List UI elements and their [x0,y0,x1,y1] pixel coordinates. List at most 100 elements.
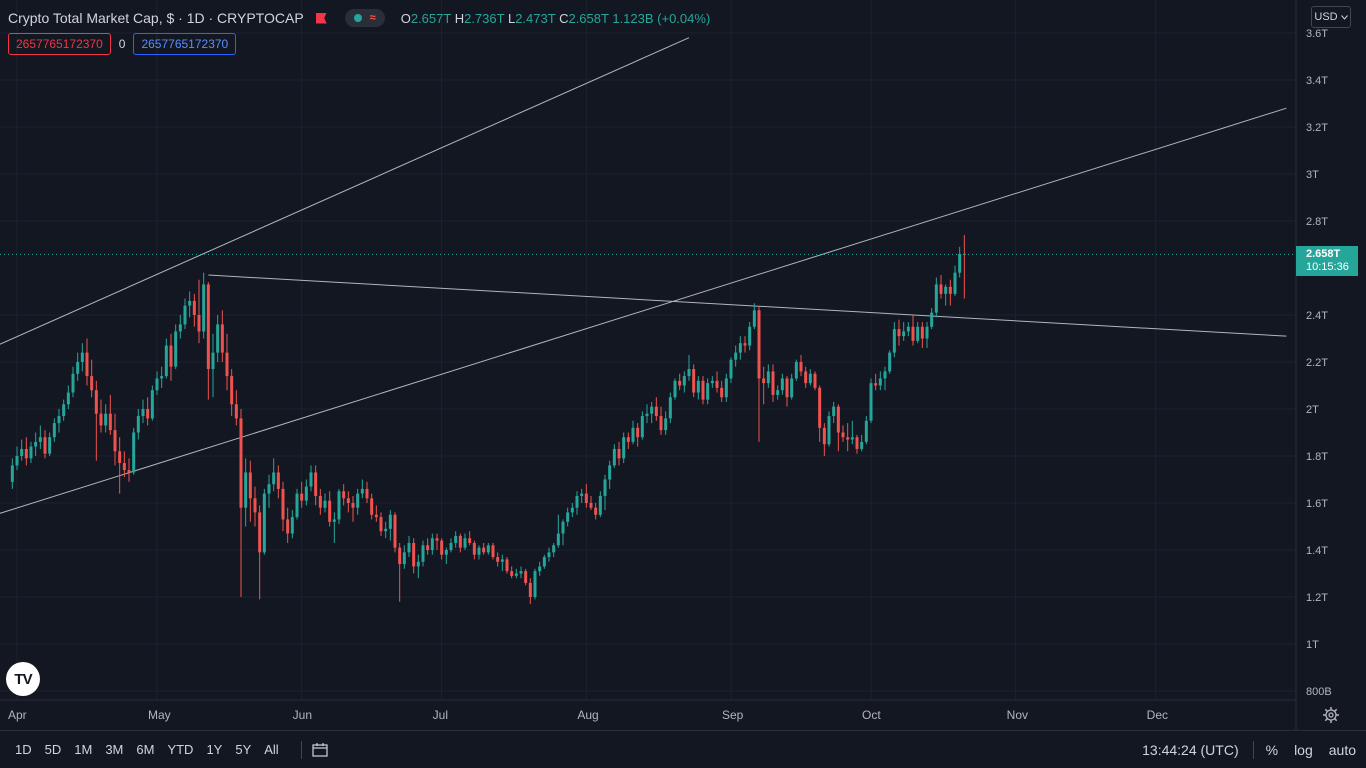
candle-body [57,416,61,424]
time-axis[interactable]: Apr May Jun Jul Aug Sep Oct Nov Dec [8,708,1168,722]
indicator-box-left[interactable]: 2657765172370 [8,33,111,55]
candle-body [743,343,747,346]
candle [178,315,182,339]
candle [617,441,621,466]
trendlines[interactable] [0,37,1287,536]
calendar-range-icon[interactable] [312,742,328,757]
range-5d[interactable]: 5D [44,742,62,757]
range-6m[interactable]: 6M [136,742,155,757]
candle [421,540,425,567]
candle-body [883,371,887,379]
candle-body [472,542,476,555]
symbol-title[interactable]: Crypto Total Market Cap, $ · 1D · CRYPTO… [8,10,304,26]
candle [34,432,38,456]
currency-select[interactable]: USD [1311,6,1351,28]
candle-body [192,300,196,315]
candle-body [902,331,906,337]
candle-body [692,369,696,393]
indicator-box-right[interactable]: 2657765172370 [133,33,237,55]
candle [29,441,33,464]
candle [780,373,784,395]
candle-body [169,345,173,367]
candle [538,561,542,576]
gear-icon[interactable] [1322,706,1340,724]
price-tick-label: 2.4T [1306,310,1328,322]
candle-body [239,418,243,508]
candle-body [547,552,551,558]
price-axis[interactable]: 3.6T 3.4T 3.2T 3T 2.8T 2.4T 2.2T 2T 1.8T 1.6T 1.4T… [1306,28,1332,698]
candle-body [874,383,878,386]
toolbar-divider [300,740,302,759]
candle-body [262,493,266,553]
flag-icon[interactable] [315,12,327,24]
candle [668,392,672,424]
candle [542,554,546,569]
candle [402,545,406,569]
utc-clock[interactable]: 13:44:24 (UTC) [1142,741,1239,758]
range-1y[interactable]: 1Y [206,742,223,757]
candle [566,507,570,527]
candle [393,512,397,553]
candle-body [519,571,523,574]
range-1m[interactable]: 1M [74,742,93,757]
auto-scale-button[interactable]: auto [1328,741,1356,758]
candle [841,425,845,442]
candle [766,364,770,388]
trendline[interactable] [208,274,1287,337]
change-value: 1.123B (+0.04%) [612,10,711,26]
candle [902,322,906,341]
candle [734,345,738,367]
range-5y[interactable]: 5Y [235,742,252,757]
candle [477,545,481,560]
candle [822,423,826,456]
candle-body [304,486,308,501]
candle-body [10,465,14,482]
candle [155,371,159,395]
candle-body [776,390,780,395]
trendline[interactable] [0,107,1287,536]
candle [556,514,560,548]
time-tick-label: Nov [1007,708,1028,722]
candle [388,510,392,541]
candle [295,488,299,520]
candle [52,418,56,442]
candle-body [934,284,938,313]
candle [519,566,523,579]
candle-body [136,416,140,433]
candle [342,484,346,506]
candle-body [458,535,462,548]
status-pill[interactable]: ≈ [344,9,385,27]
candle-body [160,376,164,379]
candle [748,322,752,351]
candle [262,488,266,555]
candle-body [416,561,420,567]
candle [869,378,873,424]
percent-scale-button[interactable]: % [1265,741,1279,758]
price-tick-label: 2.2T [1306,357,1328,369]
candle-body [673,380,677,398]
candle [701,376,705,405]
candle-body [29,446,33,459]
candle [892,322,896,358]
candle [687,354,691,381]
tradingview-logo-icon[interactable]: TV [6,662,40,696]
range-ytd[interactable]: YTD [167,742,194,757]
candle [463,533,467,550]
candle-body [724,378,728,398]
range-all[interactable]: All [264,742,279,757]
candle-body [813,373,817,388]
candle-body [608,465,612,480]
candle [328,491,332,527]
log-scale-button[interactable]: log [1294,741,1313,758]
range-3m[interactable]: 3M [105,742,124,757]
bar-countdown: 10:15:36 [1306,261,1349,273]
range-buttons: 1D 5D 1M 3M 6M YTD 1Y 5Y All [10,742,287,757]
trendline[interactable] [0,37,690,376]
indicator-middle-value: 0 [118,37,126,51]
candle-body [762,378,766,384]
candle-body [118,451,122,464]
candle-body [206,284,210,370]
currency-label: USD [1314,11,1338,23]
range-1d[interactable]: 1D [15,742,32,757]
